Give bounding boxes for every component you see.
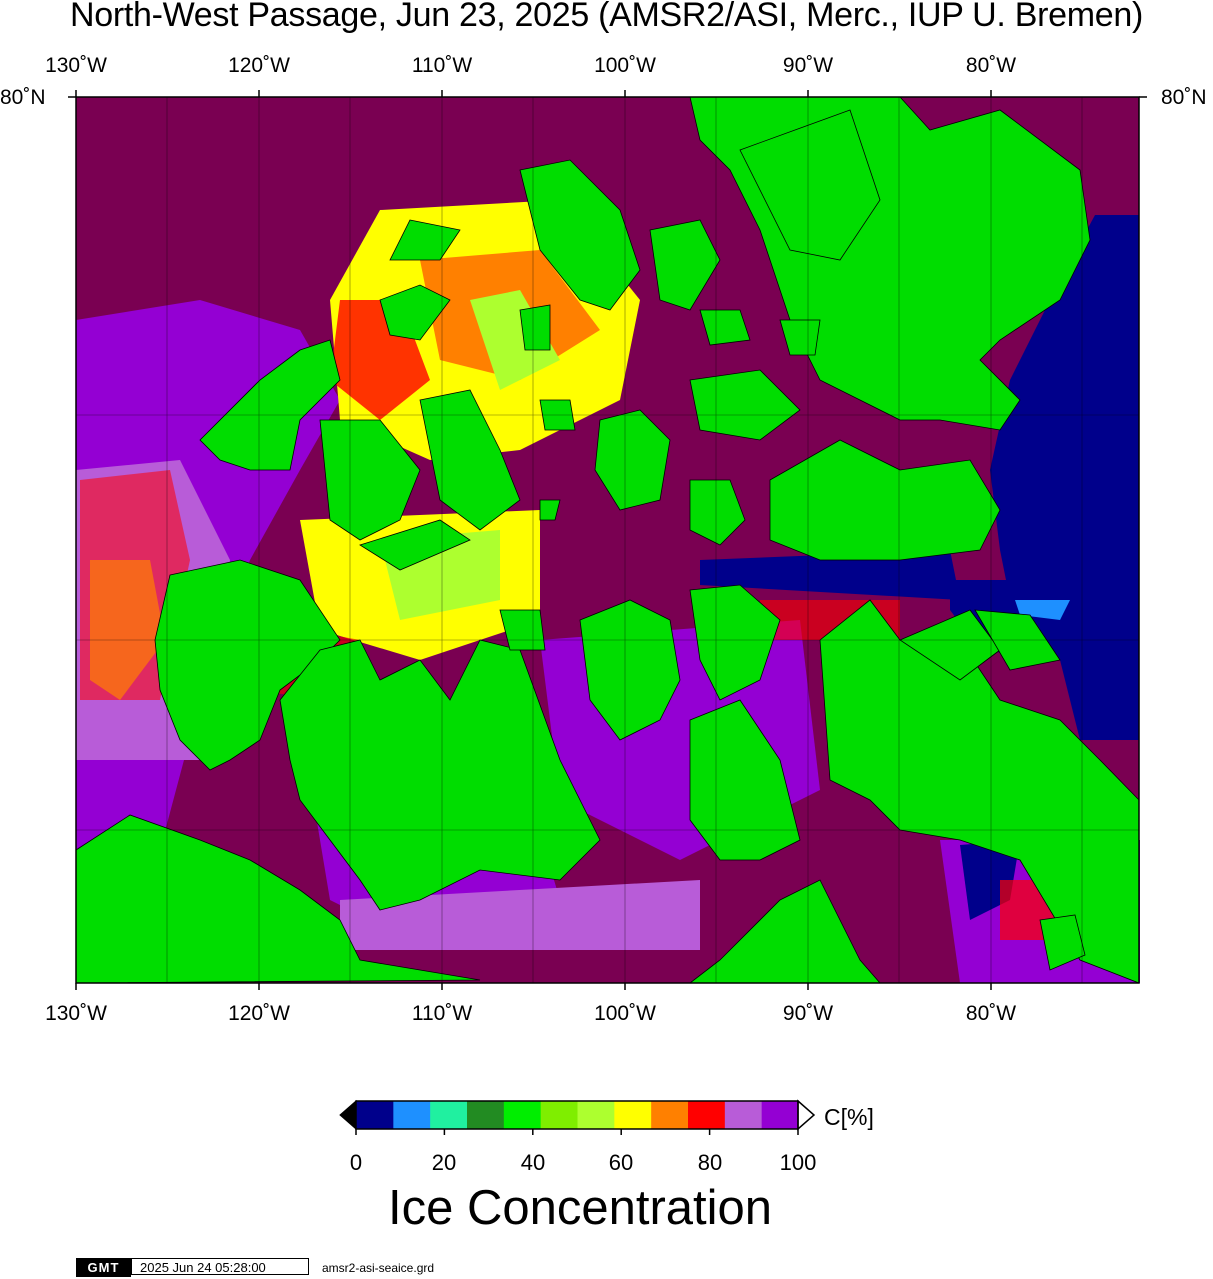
top-lon-label: 90˚W: [782, 54, 834, 77]
land-victoria-island: [279, 639, 601, 911]
bottom-lon-label: 90˚W: [782, 1002, 834, 1025]
colorbar-segment: [724, 1101, 762, 1129]
graticule: [76, 97, 1139, 983]
colorbar-segment: [540, 1101, 578, 1129]
land-cornwallis: [419, 389, 521, 531]
right-lat-label: 80˚N: [1161, 86, 1207, 109]
land-bathurst-east: [594, 409, 671, 511]
land-borden-island: [389, 219, 461, 261]
colorbar-segment: [613, 1101, 652, 1129]
map-frame: [75, 96, 1140, 984]
land-melville-island: [199, 339, 341, 471]
bottom-lon-label: 80˚W: [965, 1002, 1017, 1025]
land-somerset: [689, 584, 781, 701]
top-lon-label: 80˚W: [965, 54, 1017, 77]
colorbar: [339, 1099, 816, 1135]
colorbar-frame: [355, 1100, 799, 1130]
land-small-island-3: [699, 309, 751, 346]
colorbar-title: Ice Concentration: [387, 1181, 773, 1235]
land-prince-of-wales: [579, 599, 681, 741]
land-boothia: [689, 699, 801, 861]
map-title: North-West Passage, Jun 23, 2025 (AMSR2/…: [69, 0, 1144, 34]
top-lon-label: 110˚W: [411, 54, 473, 77]
colorbar-segment: [503, 1101, 541, 1129]
bottom-lon-label: 110˚W: [411, 1002, 473, 1025]
land-devon-island: [769, 439, 1001, 561]
land-mainland-west: [75, 814, 481, 984]
land-ellesmere-west: [739, 109, 881, 261]
colorbar-tick-label: 80: [697, 1150, 723, 1175]
land-axel-heiberg-south: [689, 369, 801, 441]
colorbar-segment: [466, 1101, 504, 1129]
land-mackenzie-king: [379, 284, 451, 341]
colorbar-tick-label: 60: [608, 1150, 634, 1175]
colorbar-tick-label: 40: [520, 1150, 546, 1175]
colorbar-tick-label: 20: [431, 1150, 457, 1175]
land-small-island: [359, 519, 471, 571]
land-amund-ringnes: [649, 219, 721, 311]
colorbar-segment: [687, 1101, 725, 1129]
left-lat-label: 80˚N: [0, 86, 46, 109]
top-lon-label: 130˚W: [45, 54, 107, 77]
colorbar-tick-label: 100: [779, 1150, 817, 1175]
tick-marks: [68, 90, 1147, 990]
land-small-island-9: [1039, 914, 1086, 971]
colorbar-segment: [650, 1101, 688, 1129]
top-lon-label: 120˚W: [228, 54, 290, 77]
filename: amsr2-asi-seaice.grd: [322, 1261, 435, 1275]
colorbar-below-arrow: [339, 1099, 357, 1131]
land-bathurst: [319, 419, 421, 541]
colorbar-segment: [577, 1101, 615, 1129]
land-small-island-7: [539, 499, 561, 521]
bottom-lon-label: 100˚W: [594, 1002, 656, 1025]
colorbar-segment: [429, 1101, 467, 1129]
colorbar-tick-label: 0: [349, 1150, 363, 1175]
land-masses: [75, 96, 1140, 984]
colorbar-unit: C[%]: [824, 1104, 874, 1130]
colorbar-segment: [761, 1101, 799, 1129]
timestamp: 2025 Jun 24 05:28:00: [131, 1258, 309, 1275]
bottom-lon-label: 120˚W: [228, 1002, 290, 1025]
colorbar-segment: [392, 1101, 431, 1129]
land-small-island-4: [779, 319, 821, 356]
land-small-island-5: [519, 304, 551, 351]
gmt-logo: GMT: [76, 1258, 131, 1277]
top-lon-label: 100˚W: [594, 54, 656, 77]
land-small-island-2: [689, 479, 746, 546]
colorbar-above-arrow: [797, 1099, 816, 1131]
land-banks-island: [154, 559, 341, 771]
colorbar-segment: [356, 1101, 394, 1129]
bottom-lon-label: 130˚W: [45, 1002, 107, 1025]
